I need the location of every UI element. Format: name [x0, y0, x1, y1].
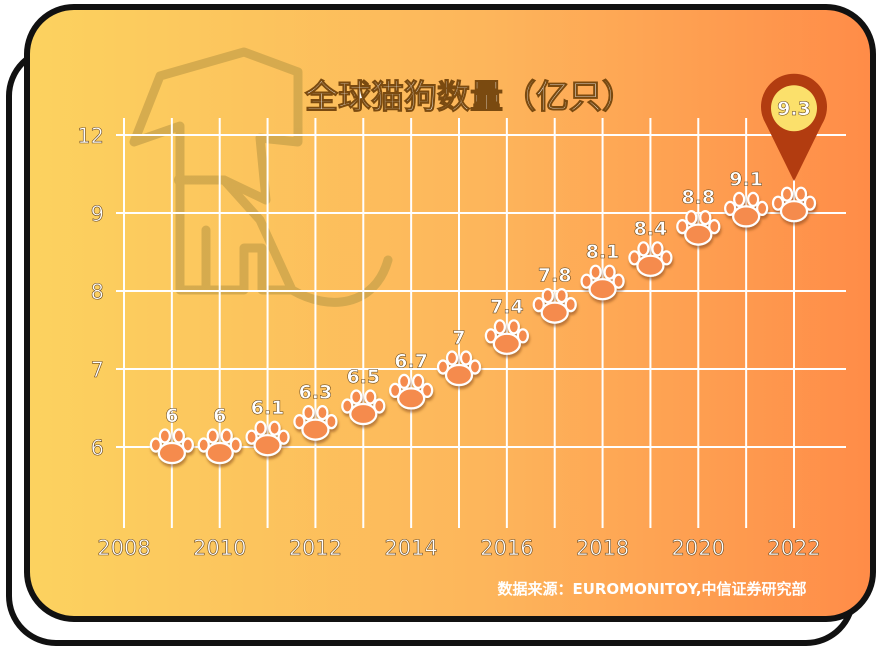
- paw-print-marker: [628, 241, 673, 277]
- data-label: 6.3: [299, 382, 333, 404]
- data-label: 6.7: [394, 350, 428, 372]
- y-tick-label: 12: [77, 124, 104, 148]
- data-label: 6.5: [346, 366, 380, 388]
- paw-print-marker: [771, 186, 817, 223]
- paw-print-marker: [580, 264, 625, 301]
- paw-print-marker: [197, 428, 242, 465]
- paw-print-marker: [341, 389, 386, 426]
- paw-print-marker: [676, 210, 721, 246]
- data-label: 9.1: [729, 168, 763, 190]
- paw-print-marker: [293, 405, 338, 441]
- y-tick-label: 7: [91, 358, 104, 382]
- x-tick-label: 2008: [97, 536, 150, 560]
- x-tick-label: 2018: [576, 536, 629, 560]
- source-note: 数据来源：EUROMONITOY,中信证券研究部: [497, 580, 806, 598]
- paw-print-marker: [532, 288, 577, 324]
- y-tick-label: 6: [91, 436, 104, 460]
- axis-ticks: 6 7 8 9 12 2008 2010 2012 2014 2016 2018 2020 2022: [77, 124, 821, 561]
- data-label: 8.8: [681, 187, 715, 209]
- paw-print-marker: [149, 428, 194, 465]
- x-tick-label: 2014: [384, 536, 437, 560]
- y-tick-label: 9: [91, 202, 104, 226]
- data-label: 7.4: [490, 296, 524, 318]
- highlight-pin: 9.3: [761, 73, 828, 182]
- paw-print-marker: [484, 319, 529, 355]
- chart-canvas: 6 7 8 9 12 2008 2010 2012 2014 2016 2018 2020 2022 6…: [77, 47, 846, 598]
- data-label: 7: [452, 327, 465, 349]
- pin-center: [771, 85, 817, 132]
- chart-title: 全球猫狗数量（亿只）: [304, 77, 635, 116]
- data-label: 8.4: [634, 218, 668, 240]
- highlight-label: 9.3: [777, 98, 811, 120]
- x-tick-label: 2022: [767, 536, 820, 560]
- paw-print-marker: [724, 191, 769, 228]
- x-tick-label: 2012: [289, 536, 342, 560]
- x-tick-label: 2016: [480, 536, 533, 560]
- chart-card: 6 7 8 9 12 2008 2010 2012 2014 2016 2018 2020 2022 6…: [24, 4, 876, 622]
- paw-print-marker: [245, 420, 290, 457]
- paw-print-marker: [389, 373, 434, 410]
- data-label: 6: [213, 405, 226, 427]
- paw-print-marker: [436, 350, 482, 387]
- data-label: 8.1: [586, 241, 620, 263]
- y-tick-label: 8: [91, 280, 104, 304]
- data-labels: 6 6 6.1 6.3 6.5 6.7 7 7.4 7.8 8.1 8.4 8.8 9.1: [165, 168, 763, 427]
- data-label: 7.8: [538, 265, 572, 287]
- data-label: 6: [165, 405, 178, 427]
- data-label: 6.1: [251, 397, 285, 419]
- x-tick-label: 2020: [672, 536, 725, 560]
- x-tick-label: 2010: [193, 536, 246, 560]
- data-points: [149, 186, 817, 465]
